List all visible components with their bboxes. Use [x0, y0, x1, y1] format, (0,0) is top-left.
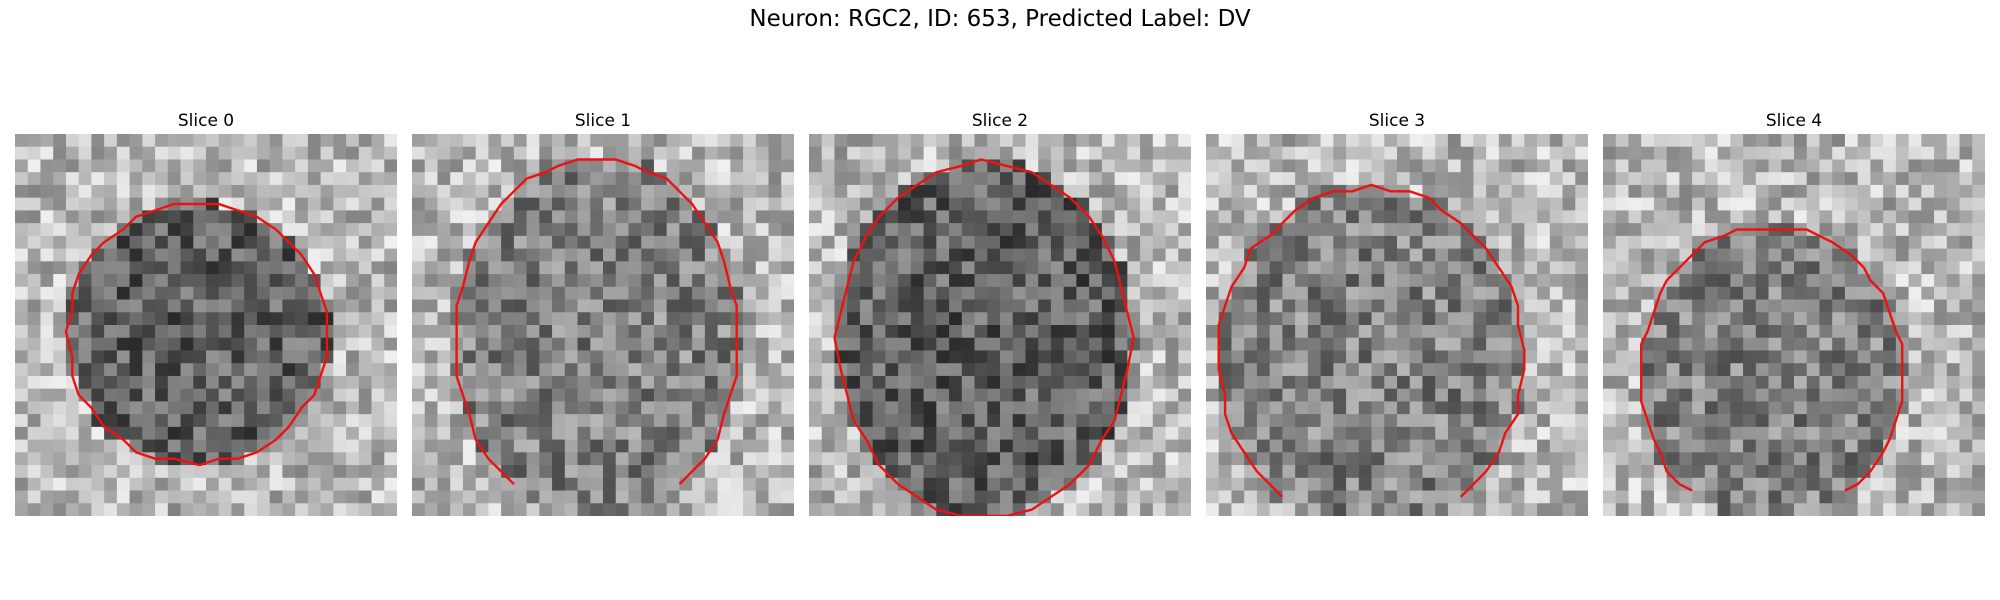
slice-title: Slice 3 — [1368, 111, 1426, 131]
slice-image-2 — [809, 134, 1191, 516]
slice-title: Slice 2 — [971, 111, 1029, 131]
slice-panel-0: Slice 0 — [15, 108, 397, 516]
slice-image-0 — [15, 134, 397, 516]
cell-contour — [64, 202, 329, 467]
cell-contour — [455, 158, 738, 486]
slice-panel-3: Slice 3 — [1206, 108, 1588, 516]
slice-image-1 — [412, 134, 794, 516]
slice-title: Slice 0 — [177, 111, 235, 131]
slice-title: Slice 1 — [574, 111, 632, 131]
slice-panel-2: Slice 2 — [809, 108, 1191, 516]
cell-contour — [833, 158, 1135, 516]
cell-contour — [1217, 183, 1526, 498]
slice-panel-1: Slice 1 — [412, 108, 794, 516]
slice-panel-4: Slice 4 — [1603, 108, 1985, 516]
slice-image-3 — [1206, 134, 1588, 516]
slice-image-4 — [1603, 134, 1985, 516]
figure-title: Neuron: RGC2, ID: 653, Predicted Label: … — [749, 6, 1251, 32]
cell-contour — [1640, 228, 1904, 492]
slice-title: Slice 4 — [1765, 111, 1823, 131]
